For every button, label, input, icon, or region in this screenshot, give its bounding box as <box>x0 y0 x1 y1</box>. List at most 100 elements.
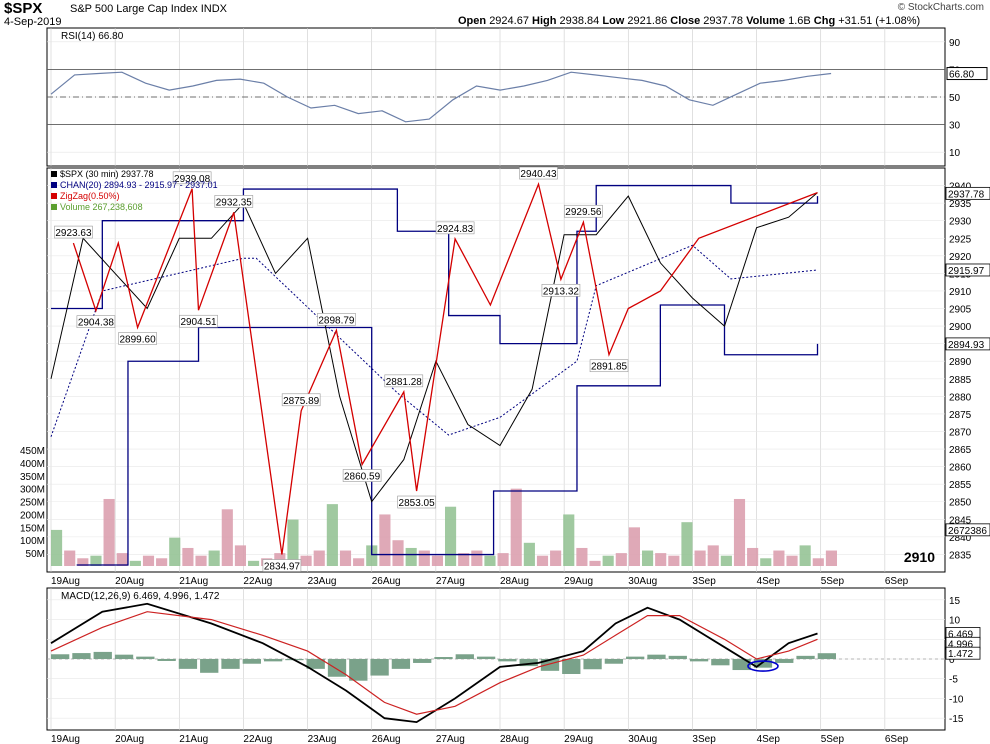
volume-bar <box>51 529 63 566</box>
pivot-label: 2913.32 <box>543 286 580 297</box>
volume-bar <box>221 509 233 566</box>
macd-histogram-bar <box>178 659 198 669</box>
macd-histogram-bar <box>349 659 368 681</box>
macd-histogram-bar <box>455 654 474 659</box>
macd-histogram-bar <box>370 659 389 676</box>
price-tick-label: 2890 <box>949 357 972 368</box>
legend-swatch <box>51 171 57 177</box>
price-tick-label: 2935 <box>949 199 972 210</box>
price-level-annotation: 2910 <box>904 549 935 565</box>
macd-histogram-bar <box>51 654 70 659</box>
date-axis-label: 23Aug <box>308 576 337 587</box>
pivot-label: 2834.97 <box>264 562 301 573</box>
open-label: Open <box>458 15 487 27</box>
price-tick-label: 2880 <box>949 392 972 403</box>
volume-bar <box>287 519 299 566</box>
price-panel-frame <box>46 167 946 573</box>
open-value: 2924.67 <box>489 15 529 27</box>
volume-bar <box>405 547 417 566</box>
macd-tick-label: 15 <box>949 596 961 607</box>
pivot-label: 2939.08 <box>174 174 211 185</box>
pivot-label-box <box>589 359 629 373</box>
rsi-current-box <box>946 67 988 81</box>
date-axis-label: 4Sep <box>757 576 781 587</box>
volume-bar <box>720 555 732 566</box>
price-tick-label: 2910 <box>949 287 972 298</box>
macd-title: MACD(12,26,9) 6.469, 4.996, 1.472 <box>61 591 220 602</box>
volume-bar <box>142 555 155 566</box>
volume-bar <box>116 553 128 566</box>
volume-tick-label: 300M <box>20 485 45 496</box>
pivot-label: 2899.60 <box>120 334 157 345</box>
pivot-label: 2891.85 <box>591 362 628 373</box>
rsi-current-value: 66.80 <box>949 70 974 81</box>
macd-histogram-bar <box>562 659 581 674</box>
high-label: High <box>532 15 557 27</box>
macd-histogram-bar <box>306 659 325 669</box>
legend-swatch <box>51 204 57 210</box>
price-tick-label: 2920 <box>949 252 972 263</box>
pivot-label: 2923.63 <box>55 228 92 239</box>
date-axis-label: 22Aug <box>243 576 272 587</box>
volume-bar <box>458 553 470 566</box>
volume-bar <box>195 555 207 566</box>
rsi-tick-label: 50 <box>949 93 961 104</box>
legend-swatch <box>51 182 57 188</box>
macd-histogram-bar <box>114 654 134 659</box>
pivot-label-box <box>281 393 321 407</box>
pivot-label-box <box>262 559 302 572</box>
macd-date-axis-label: 22Aug <box>243 734 272 744</box>
macd-right-box <box>945 646 981 660</box>
volume-bar <box>799 545 811 566</box>
macd-date-axis-label: 3Sep <box>692 734 716 744</box>
volume-bar <box>615 553 627 566</box>
macd-histogram-bar <box>476 656 496 659</box>
price-tick-label: 2855 <box>949 480 972 491</box>
legend-entry: Volume 267,238,608 <box>60 202 143 212</box>
macd-histogram-bar <box>817 653 836 659</box>
volume-bar <box>156 558 168 566</box>
macd-histogram-bar <box>413 659 432 663</box>
macd-histogram-bar <box>732 659 751 671</box>
volume-bar <box>497 553 509 566</box>
price-tick-label: 2875 <box>949 410 972 421</box>
pivot-label-box <box>118 332 157 345</box>
pivot-label: 2853.05 <box>399 498 436 509</box>
volume-tick-label: 250M <box>20 498 45 509</box>
price-right-label: 2672386 <box>948 526 987 537</box>
macd-line <box>50 602 818 724</box>
macd-histogram-bar <box>626 656 645 659</box>
macd-date-axis-label: 29Aug <box>564 734 593 744</box>
price-tick-label: 2850 <box>949 498 972 509</box>
volume-bar <box>825 550 837 566</box>
volume-bar <box>248 560 260 566</box>
price-right-box <box>945 263 990 277</box>
date-axis-label: 6Sep <box>885 576 909 587</box>
index-name-text: S&P 500 Large Cap Index <box>70 3 198 15</box>
index-name: S&P 500 Large Cap Index INDX <box>70 3 227 15</box>
pivot-label: 2904.51 <box>180 317 217 328</box>
rsi-tick-label: 90 <box>949 38 961 49</box>
macd-tick-label: 10 <box>949 616 961 627</box>
rsi-line <box>50 71 832 123</box>
volume-bar <box>379 514 391 566</box>
price-right-label: 2915.97 <box>948 266 985 277</box>
channel-upper-line <box>51 184 819 345</box>
date-axis-label: 26Aug <box>372 576 401 587</box>
macd-histogram-bar <box>72 653 91 659</box>
pivot-label: 2904.38 <box>78 318 115 329</box>
date-axis-label: 27Aug <box>436 576 465 587</box>
price-tick-label: 2885 <box>949 375 972 386</box>
volume-bar <box>589 560 601 566</box>
rsi-tick-label: 30 <box>949 121 961 132</box>
pivot-label: 2929.56 <box>565 207 602 218</box>
volume-bar <box>103 498 115 566</box>
volume-bar <box>694 550 706 566</box>
date-axis-label: 29Aug <box>564 576 593 587</box>
pivot-label: 2924.83 <box>437 224 474 235</box>
macd-histogram-bar <box>157 659 176 661</box>
price-right-box <box>945 337 990 351</box>
legend-entry: CHAN(20) 2894.93 - 2915.97 - 2937.01 <box>60 180 218 190</box>
macd-histogram-bar <box>498 659 517 662</box>
